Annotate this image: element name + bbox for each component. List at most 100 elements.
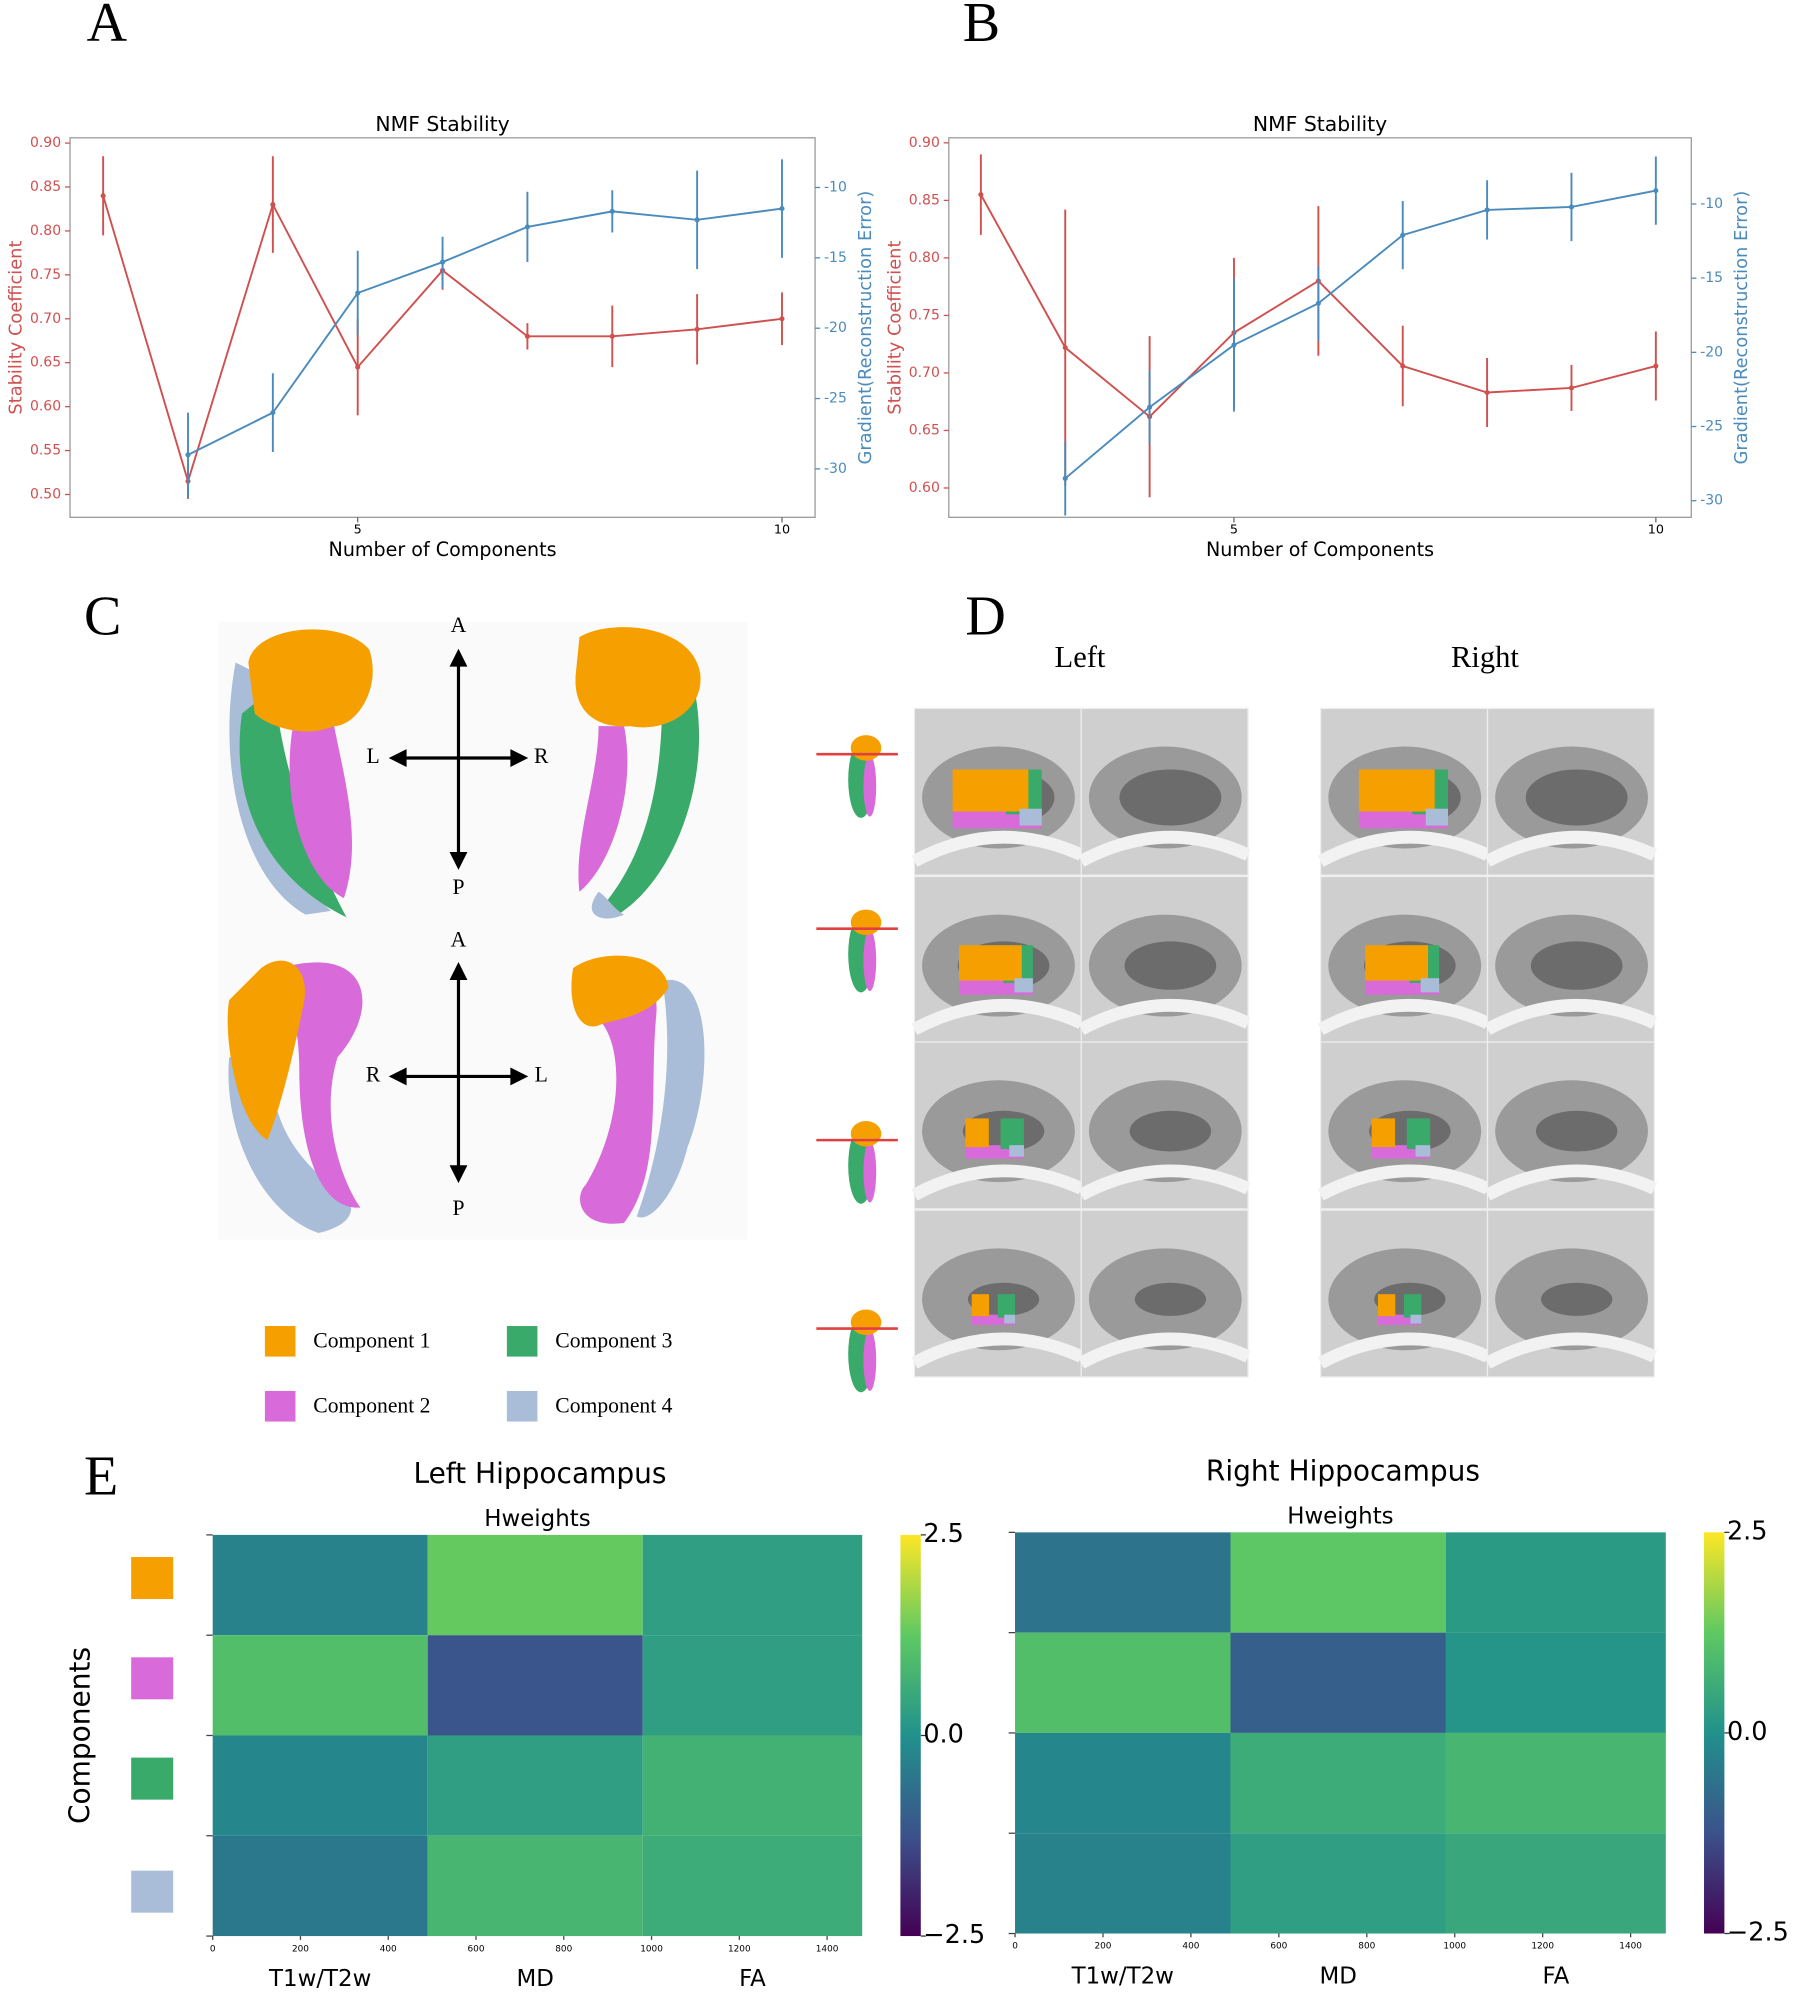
heatmap-cell bbox=[427, 1635, 643, 1736]
segmentation bbox=[1365, 945, 1429, 981]
data-point bbox=[978, 192, 984, 198]
segmentation bbox=[1420, 978, 1440, 993]
y2-tick-label: -20 bbox=[824, 320, 847, 336]
direction-label: P bbox=[452, 875, 464, 899]
y-tick-label: 0.60 bbox=[30, 399, 61, 415]
segmentation bbox=[965, 1118, 989, 1148]
panel-label: C bbox=[84, 586, 121, 648]
x-tick-label: 800 bbox=[555, 1944, 572, 1954]
mri-structure bbox=[1317, 830, 1491, 867]
segmentation bbox=[1000, 1118, 1024, 1150]
data-point bbox=[1653, 363, 1659, 369]
hippocampus-renders bbox=[219, 621, 748, 1240]
heatmap-cell bbox=[1445, 1732, 1666, 1834]
hippocampus-icon bbox=[863, 929, 877, 992]
chart-subtitle: Hweights bbox=[484, 1506, 590, 1532]
data-point bbox=[694, 217, 700, 223]
component-shape bbox=[578, 726, 628, 892]
data-point bbox=[609, 208, 615, 214]
mri-structure bbox=[1317, 1164, 1491, 1201]
direction-label: R bbox=[366, 1062, 381, 1086]
heatmap-cell bbox=[642, 1735, 863, 1836]
chart-subtitle: Hweights bbox=[1287, 1504, 1393, 1530]
heatmap-cell bbox=[1445, 1532, 1666, 1633]
colorbar-tick-label: 0.0 bbox=[1727, 1717, 1768, 1747]
series-line bbox=[1064, 189, 1657, 480]
x-tick-label: 0 bbox=[210, 1944, 216, 1954]
x-category-label: T1w/T2w bbox=[1071, 1963, 1174, 1989]
panel-label: B bbox=[963, 0, 1000, 54]
data-point bbox=[1400, 232, 1406, 238]
heatmap-cell bbox=[642, 1835, 863, 1937]
y-tick-label: 0.60 bbox=[909, 480, 940, 496]
heatmap-cell bbox=[642, 1635, 863, 1736]
y-axis-label: Stability Coefficient bbox=[6, 241, 27, 415]
data-point bbox=[100, 193, 106, 199]
component-shape bbox=[591, 891, 625, 919]
legend-swatch bbox=[264, 1326, 296, 1357]
direction-label: R bbox=[534, 744, 549, 768]
component-shape bbox=[248, 629, 373, 732]
data-point bbox=[270, 410, 276, 416]
segmentation bbox=[1377, 1294, 1396, 1317]
x-category-label: FA bbox=[1543, 1963, 1570, 1989]
x-category-label: FA bbox=[739, 1966, 766, 1992]
mri-structure bbox=[1129, 1110, 1212, 1152]
orientation-arrows bbox=[388, 648, 529, 1184]
component-shape bbox=[575, 627, 701, 728]
segmentation bbox=[958, 945, 1022, 981]
y2-tick-label: -30 bbox=[824, 461, 847, 477]
hippocampus-icon bbox=[850, 1309, 882, 1335]
x-tick-label: 10 bbox=[774, 523, 790, 538]
segmentation bbox=[971, 1294, 990, 1317]
x-tick-label: 1400 bbox=[816, 1944, 839, 1954]
component-shape bbox=[579, 958, 657, 1224]
x-tick-label: 10 bbox=[1648, 523, 1664, 538]
y-tick-label: 0.80 bbox=[909, 250, 940, 266]
legend-swatch bbox=[506, 1326, 538, 1357]
mri-structure bbox=[1541, 1282, 1613, 1316]
segmentation bbox=[1410, 1314, 1422, 1324]
segmentation bbox=[1358, 769, 1435, 812]
colorbar bbox=[900, 1534, 921, 1937]
mri-structure bbox=[1317, 999, 1491, 1035]
mri-structure bbox=[911, 830, 1084, 867]
x-tick-label: 1400 bbox=[1619, 1942, 1642, 1952]
segmentation bbox=[1009, 1145, 1024, 1157]
data-point bbox=[1062, 345, 1068, 351]
heatmap-cell bbox=[212, 1835, 428, 1937]
x-axis-label: Number of Components bbox=[1206, 538, 1434, 561]
data-point bbox=[355, 290, 361, 296]
chart-title: Right Hippocampus bbox=[1206, 1454, 1480, 1487]
y-tick-label: 0.55 bbox=[30, 443, 61, 459]
heatmap-cell bbox=[1230, 1532, 1446, 1633]
x-tick-label: 1200 bbox=[1531, 1942, 1554, 1952]
x-tick-label: 200 bbox=[1094, 1942, 1111, 1952]
mri-structure bbox=[1484, 1332, 1657, 1369]
y-tick-label: 0.70 bbox=[30, 311, 61, 327]
colorbar-tick-label: 2.5 bbox=[923, 1519, 964, 1549]
data-point bbox=[694, 326, 700, 332]
data-point bbox=[1484, 389, 1490, 396]
data-point bbox=[440, 259, 446, 265]
y2-tick-label: -20 bbox=[1700, 344, 1723, 360]
data-point bbox=[524, 333, 530, 339]
hippocampus-icon bbox=[863, 755, 877, 817]
segmentation bbox=[1377, 1314, 1422, 1325]
component-shape bbox=[280, 962, 363, 1208]
y-tick-label: 0.75 bbox=[30, 267, 61, 283]
mri-structure bbox=[1525, 769, 1628, 826]
x-tick-label: 800 bbox=[1358, 1942, 1375, 1952]
plot-frame bbox=[948, 137, 1692, 518]
heatmap-cell bbox=[1015, 1732, 1231, 1834]
segmentation bbox=[1406, 1118, 1431, 1150]
heatmap-cell bbox=[1230, 1732, 1446, 1834]
column-header: Right bbox=[1451, 640, 1519, 674]
row-swatch bbox=[131, 1870, 174, 1913]
y-tick-label: 0.65 bbox=[909, 422, 940, 438]
y-tick-label: 0.70 bbox=[909, 365, 940, 381]
heatmap-cell bbox=[1230, 1833, 1446, 1934]
y-tick-label: 0.80 bbox=[30, 223, 61, 239]
colorbar-tick-label: −2.5 bbox=[1727, 1918, 1789, 1948]
y-tick-label: 0.75 bbox=[909, 307, 940, 323]
